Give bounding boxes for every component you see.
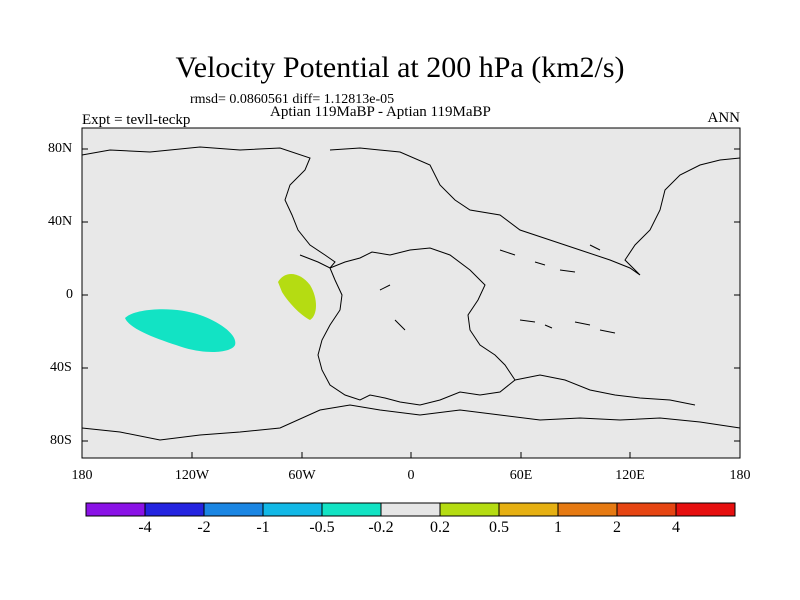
colorbar-label: -4 xyxy=(138,519,152,536)
colorbar-segment xyxy=(675,502,736,517)
island-chain-2 xyxy=(499,244,601,273)
north-america-coast xyxy=(81,146,336,269)
colorbar xyxy=(85,502,736,517)
x-tick-label: 120W xyxy=(174,468,210,483)
colorbar-label: -1 xyxy=(256,519,270,536)
colorbar-segment xyxy=(498,502,559,517)
colorbar-label: 0.5 xyxy=(489,519,509,536)
colorbar-segment xyxy=(321,502,382,517)
comparison-label: Aptian 119MaBP - Aptian 119MaBP xyxy=(270,104,491,120)
colorbar-label: -0.2 xyxy=(368,519,394,536)
x-tick-label: 120E xyxy=(615,468,645,483)
x-tick-label: 180 xyxy=(729,468,751,483)
x-axis-ticks xyxy=(81,452,741,458)
season-label: ANN xyxy=(707,110,741,126)
colorbar-label: 4 xyxy=(672,519,680,536)
island-chain-1 xyxy=(379,284,616,334)
gondwana-coast xyxy=(317,247,516,406)
y-tick-label: 40N xyxy=(48,214,73,229)
y-tick-label: 0 xyxy=(66,287,73,302)
colorbar-segment xyxy=(616,502,677,517)
y-tick-label: 80N xyxy=(48,141,73,156)
x-tick-label: 60W xyxy=(288,468,316,483)
antarctica-coast xyxy=(81,404,741,441)
colorbar-label: -2 xyxy=(197,519,211,536)
india-australia-coast xyxy=(514,374,696,406)
coastlines xyxy=(81,146,741,441)
colorbar-segment xyxy=(439,502,500,517)
chart-title: Velocity Potential at 200 hPa (km2/s) xyxy=(175,51,625,84)
colorbar-label: -0.5 xyxy=(309,519,335,536)
eurasia-coast xyxy=(329,147,741,276)
map-background xyxy=(81,127,741,459)
x-tick-label: 0 xyxy=(407,468,415,483)
colorbar-label: 0.2 xyxy=(430,519,450,536)
experiment-label: Expt = tevll-teckp xyxy=(82,112,191,128)
x-tick-label: 60E xyxy=(509,468,533,483)
x-tick-label: 180 xyxy=(71,468,93,483)
colorbar-segment xyxy=(380,502,441,517)
colorbar-label: 2 xyxy=(613,519,621,536)
colorbar-segment xyxy=(262,502,323,517)
positive-anomaly-patch xyxy=(278,274,316,320)
rmsd-stats: rmsd= 0.0860561 diff= 1.12813e-05 xyxy=(190,92,395,107)
colorbar-segment xyxy=(85,502,146,517)
colorbar-segment xyxy=(203,502,264,517)
y-tick-label: 40S xyxy=(50,360,72,375)
colorbar-segment xyxy=(144,502,205,517)
y-tick-label: 80S xyxy=(50,433,72,448)
negative-anomaly-patch xyxy=(125,309,236,352)
colorbar-label: 1 xyxy=(554,519,562,536)
colorbar-segment xyxy=(557,502,618,517)
y-axis-ticks xyxy=(82,148,740,442)
